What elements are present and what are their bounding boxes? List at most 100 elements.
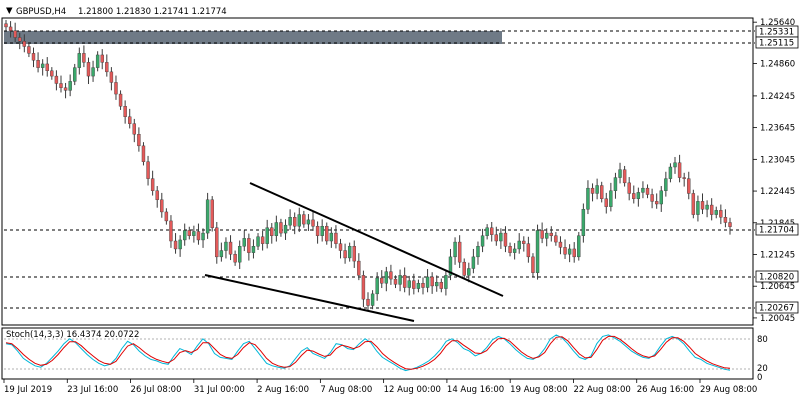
candle [618, 162, 622, 184]
symbol-label: GBPUSD,H4 [16, 7, 66, 17]
price-tick-label: 1.24245 [760, 92, 795, 102]
candle [558, 236, 563, 255]
candle [95, 51, 100, 72]
candle [554, 232, 558, 246]
candle [132, 118, 137, 143]
candle [270, 223, 274, 244]
candle [100, 49, 104, 70]
candle [265, 219, 269, 249]
candle [91, 60, 95, 82]
candle [389, 264, 393, 285]
candle [435, 275, 439, 292]
candle [549, 226, 553, 242]
candle [54, 70, 59, 91]
candle [526, 236, 531, 263]
candle [210, 196, 214, 232]
candle [160, 192, 164, 218]
stoch-signal-line [5, 335, 731, 370]
candle [545, 228, 549, 247]
svg-text:1.21704: 1.21704 [759, 226, 794, 236]
stoch-tick-label: 80 [757, 335, 768, 345]
candle [471, 248, 476, 274]
candle [260, 230, 265, 251]
candle [687, 171, 691, 200]
candle [22, 34, 27, 53]
candle [668, 163, 673, 183]
candle [215, 221, 219, 264]
candle [517, 233, 521, 254]
candle [320, 219, 324, 242]
candle [137, 127, 141, 152]
candle [535, 224, 540, 280]
time-tick-label: 22 Aug 08:00 [573, 385, 630, 395]
price-tag-5: 1.20267 [755, 301, 799, 314]
candle [247, 233, 251, 261]
candle [645, 184, 650, 199]
dropdown-triangle-icon[interactable]: ▼ [6, 6, 13, 16]
candle [141, 142, 146, 166]
candle [82, 45, 86, 68]
candle [251, 239, 256, 259]
svg-text:1.20820: 1.20820 [759, 273, 794, 283]
time-tick-label: 29 Aug 08:00 [700, 385, 757, 395]
candle [228, 235, 233, 261]
candle [673, 156, 677, 174]
lower-trendline[interactable] [204, 274, 415, 322]
candle [581, 203, 586, 243]
candle [302, 210, 306, 228]
price-tick-label: 1.24860 [760, 59, 795, 69]
candle [128, 108, 132, 129]
price-tick-label: 1.22445 [760, 187, 795, 197]
candle [370, 290, 375, 310]
stoch-panel[interactable] [1, 327, 754, 380]
candle [714, 206, 718, 219]
upper-trendline[interactable] [249, 182, 504, 297]
price-tick-label: 1.20045 [760, 314, 795, 324]
candle [577, 232, 581, 261]
stoch-label: Stoch(14,3,3) 16.4374 20.0722 [6, 330, 139, 340]
candle [595, 178, 599, 200]
candle [315, 221, 320, 244]
candle [357, 253, 361, 281]
candle [366, 292, 370, 312]
price-tick-label: 1.23645 [760, 124, 795, 134]
stoch-tick-label: 0 [757, 373, 762, 383]
stoch-axis: 80 200 [757, 335, 768, 383]
candle [192, 225, 196, 243]
candle [361, 270, 366, 308]
candle [453, 237, 457, 265]
price-axis: 1.25640 1.24860 1.24245 1.23645 1.23045 1.224… [753, 18, 795, 324]
candle [50, 67, 54, 80]
candle [196, 223, 201, 245]
candle [677, 154, 682, 183]
candle [242, 230, 246, 252]
candle [73, 63, 77, 86]
price-tag-3: 1.21704 [755, 223, 799, 236]
candle [13, 22, 17, 43]
candle [77, 47, 82, 75]
candle [86, 57, 91, 85]
stoch-tick-label: 20 [757, 364, 768, 374]
candle [224, 237, 228, 259]
candle [68, 74, 72, 97]
candle [567, 244, 572, 263]
candle [641, 181, 645, 199]
candle [105, 54, 109, 77]
candle [279, 218, 283, 237]
candle [407, 275, 411, 296]
candle [636, 187, 641, 207]
candle [531, 253, 535, 277]
candle [169, 215, 173, 248]
candle [412, 273, 416, 295]
candle [343, 243, 347, 264]
candle [283, 219, 288, 240]
candle [352, 240, 356, 268]
candle [155, 186, 159, 208]
time-tick-label: 19 Jul 2019 [4, 385, 52, 395]
candle [36, 52, 40, 73]
candle [114, 75, 118, 100]
candle [705, 200, 709, 218]
svg-text:1.25331: 1.25331 [759, 28, 794, 38]
time-axis: 19 Jul 2019 23 Jul 16:00 26 Jul 08:00 31 Ju… [3, 379, 757, 395]
